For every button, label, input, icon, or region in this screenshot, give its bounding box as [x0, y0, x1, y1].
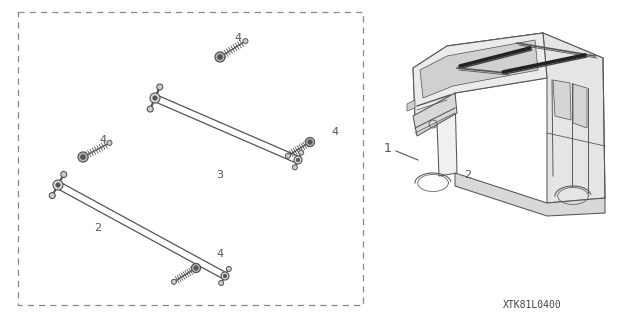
Polygon shape [413, 93, 457, 136]
Circle shape [153, 96, 157, 100]
Circle shape [172, 279, 177, 284]
Polygon shape [407, 100, 415, 111]
Polygon shape [413, 46, 457, 176]
Polygon shape [455, 173, 605, 216]
Text: 4: 4 [234, 33, 241, 43]
Polygon shape [413, 33, 547, 116]
Circle shape [221, 272, 229, 280]
Circle shape [56, 183, 60, 187]
Text: 1: 1 [384, 142, 392, 154]
Circle shape [223, 274, 227, 278]
Polygon shape [543, 33, 605, 203]
Polygon shape [553, 80, 571, 120]
Polygon shape [447, 33, 547, 93]
Circle shape [219, 280, 223, 286]
Text: 3: 3 [552, 85, 559, 95]
Circle shape [215, 52, 225, 62]
Text: XTK81L0400: XTK81L0400 [502, 300, 561, 310]
Circle shape [194, 266, 198, 270]
Circle shape [191, 263, 200, 272]
Circle shape [299, 150, 304, 155]
Circle shape [308, 140, 312, 144]
Bar [18, 12, 363, 305]
Circle shape [305, 137, 314, 146]
Circle shape [285, 153, 291, 158]
Text: 3: 3 [216, 170, 223, 180]
Circle shape [218, 55, 223, 60]
Text: 4: 4 [99, 135, 107, 145]
Text: 2: 2 [95, 223, 102, 233]
Polygon shape [447, 33, 603, 75]
Circle shape [150, 93, 160, 103]
Circle shape [81, 154, 86, 160]
Text: 2: 2 [465, 170, 472, 180]
Circle shape [227, 266, 231, 271]
Circle shape [61, 172, 67, 177]
Circle shape [296, 158, 300, 162]
Circle shape [107, 140, 112, 145]
Polygon shape [573, 84, 587, 128]
Circle shape [157, 84, 163, 90]
Text: 4: 4 [216, 249, 223, 259]
Circle shape [294, 156, 302, 164]
Circle shape [49, 193, 55, 198]
Circle shape [78, 152, 88, 162]
Circle shape [292, 165, 298, 170]
Polygon shape [420, 40, 538, 98]
Circle shape [147, 106, 153, 112]
Circle shape [53, 180, 63, 190]
Text: 4: 4 [332, 127, 339, 137]
Circle shape [243, 39, 248, 44]
